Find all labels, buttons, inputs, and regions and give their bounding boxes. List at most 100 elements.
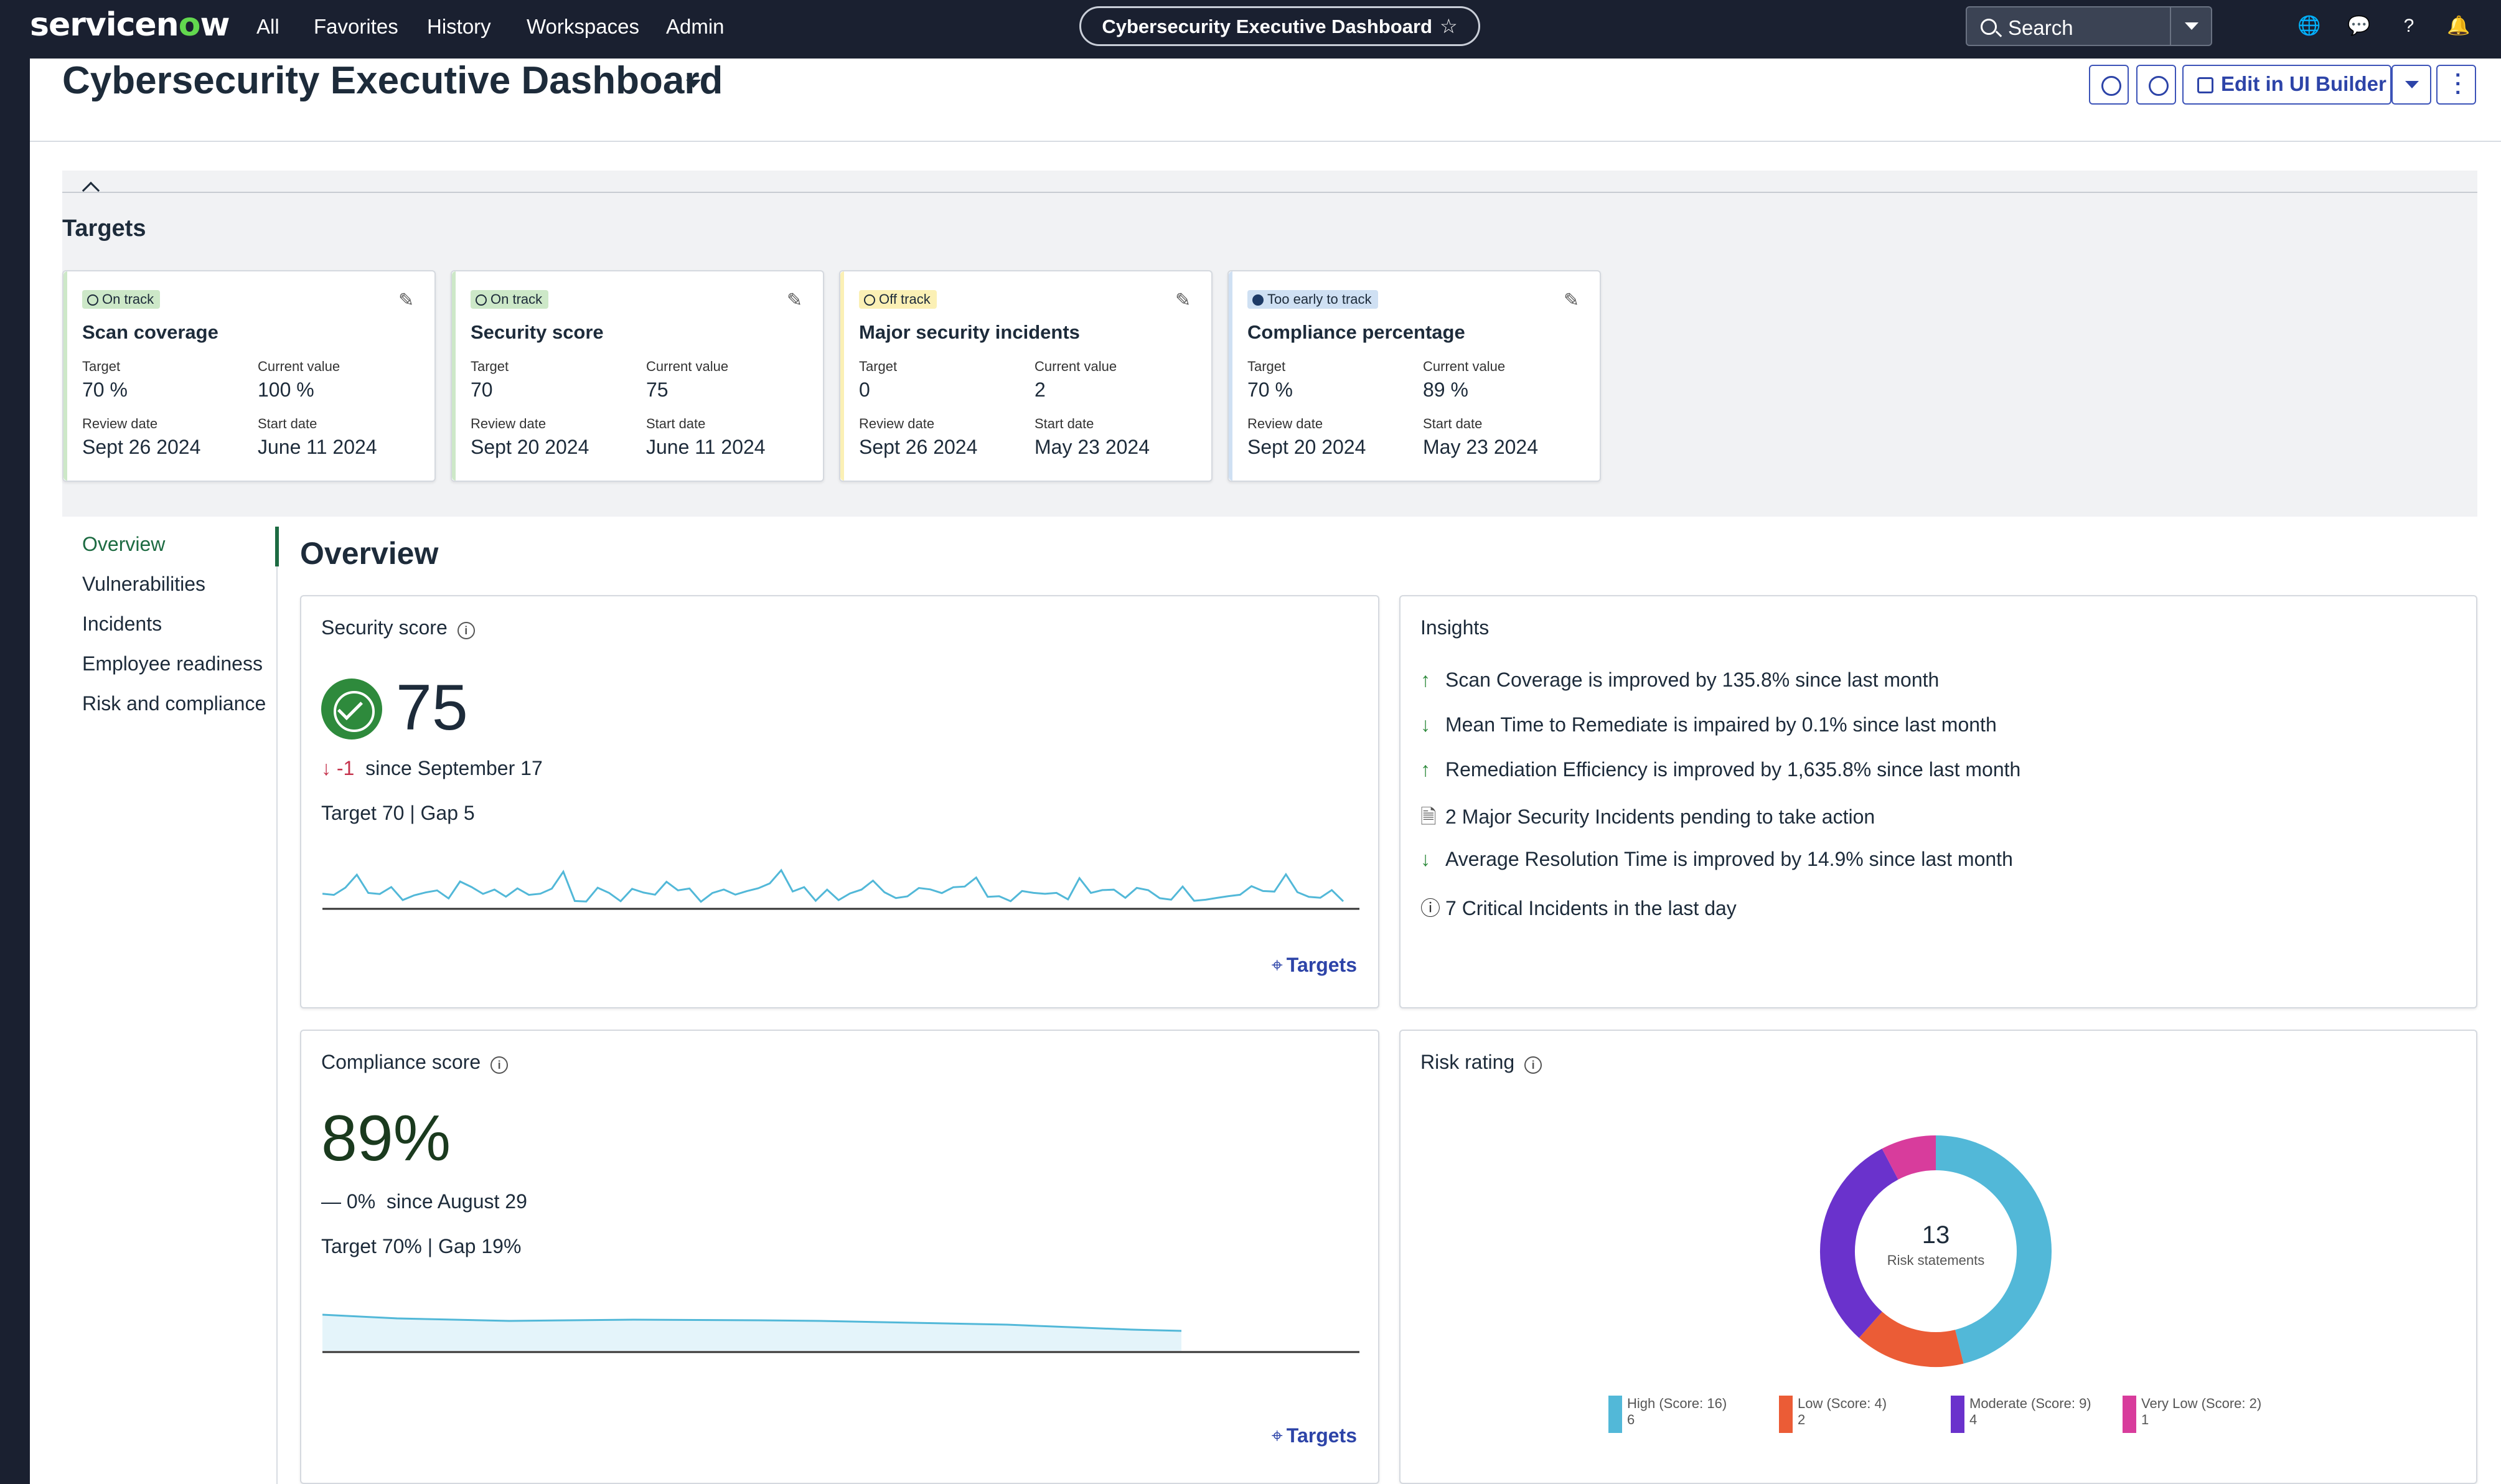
bell-icon[interactable]: 🔔: [2447, 16, 2470, 36]
donut-total: 13: [1922, 1221, 1950, 1249]
sidenav-item-vulnerabilities[interactable]: Vulnerabilities: [82, 573, 206, 595]
global-search[interactable]: Search: [1966, 6, 2212, 46]
target-label: Target: [859, 359, 898, 374]
review-label: Review date: [82, 416, 158, 431]
review-label: Review date: [1247, 416, 1323, 431]
target-value: 70 %: [1247, 378, 1293, 401]
card-accent: [1229, 271, 1232, 481]
card-accent: [63, 271, 67, 481]
nav-admin[interactable]: Admin: [666, 15, 725, 38]
search-icon: [1981, 19, 1997, 35]
search-input[interactable]: Search: [2008, 16, 2073, 39]
edit-dropdown-button[interactable]: [2391, 65, 2431, 105]
refresh-button[interactable]: [2089, 65, 2129, 105]
pencil-icon[interactable]: ✎: [398, 290, 415, 311]
info-icon[interactable]: i: [457, 622, 475, 639]
chevron-down-icon: [2405, 81, 2419, 88]
card-accent: [840, 271, 844, 481]
legend-item-low[interactable]: Low (Score: 4) 2: [1798, 1396, 1887, 1427]
legend-swatch-moderate: [1951, 1396, 1964, 1433]
target-card-major-incidents[interactable]: Off track ✎ Major security incidents Tar…: [839, 270, 1213, 482]
insight-item: ⓘ 7 Critical Incidents in the last day: [1420, 893, 1737, 921]
pencil-icon[interactable]: ✎: [1175, 290, 1191, 311]
start-date: May 23 2024: [1423, 436, 1539, 458]
compliance-sparkline: [322, 1313, 1359, 1353]
info-icon[interactable]: i: [490, 1056, 509, 1074]
security-score-value: 75: [396, 672, 468, 744]
dashboard-context-pill[interactable]: Cybersecurity Executive Dashboard ☆: [1079, 6, 1480, 46]
target-card-scan-coverage[interactable]: On track ✎ Scan coverage Target Current …: [62, 270, 436, 482]
sidenav-item-employee-readiness[interactable]: Employee readiness: [82, 652, 263, 675]
donut-slice-2: [1820, 1148, 1899, 1338]
legend-swatch-very-low: [2123, 1396, 2136, 1433]
start-date: May 23 2024: [1035, 436, 1150, 458]
pencil-icon[interactable]: ✎: [787, 290, 803, 311]
security-score-card: Security score i 75 ↓ -1 since September …: [300, 595, 1379, 1008]
status-badge: Too early to track: [1247, 290, 1378, 309]
insights-card: Insights ↑ Scan Coverage is improved by 1…: [1399, 595, 2477, 1008]
clock-icon: [87, 294, 98, 306]
sidenav-item-incidents[interactable]: Incidents: [82, 613, 162, 635]
target-name: Compliance percentage: [1247, 321, 1465, 343]
current-label: Current value: [1423, 359, 1506, 374]
target-icon: ⌖: [1271, 954, 1283, 976]
kebab-icon: · · ·: [2455, 63, 2462, 105]
nav-all[interactable]: All: [256, 15, 279, 38]
arrow-down-icon: ↓: [1420, 713, 1430, 736]
edit-in-ui-builder-button[interactable]: Edit in UI Builder: [2182, 65, 2391, 105]
target-value: 70: [471, 378, 493, 401]
search-scope-dropdown[interactable]: [2170, 7, 2211, 45]
security-targets-link[interactable]: ⌖ Targets: [1271, 954, 1357, 976]
servicenow-logo[interactable]: servicenow: [30, 6, 230, 44]
legend-item-very-low[interactable]: Very Low (Score: 2) 1: [2141, 1396, 2262, 1427]
clock-icon: [864, 294, 875, 306]
target-card-compliance[interactable]: Too early to track ✎ Compliance percenta…: [1227, 270, 1601, 482]
card-accent: [452, 271, 456, 481]
legend-item-moderate[interactable]: Moderate (Score: 9) 4: [1969, 1396, 2091, 1427]
top-nav-bar: servicenow All Favorites History Workspa…: [0, 0, 2501, 59]
nav-workspaces[interactable]: Workspaces: [527, 15, 639, 38]
pill-title: Cybersecurity Executive Dashboard: [1102, 16, 1432, 37]
pencil-icon[interactable]: ✎: [1564, 290, 1580, 311]
legend-item-high[interactable]: High (Score: 16) 6: [1627, 1396, 1727, 1427]
compliance-score-card: Compliance score i 89% — 0% since August …: [300, 1030, 1379, 1484]
current-value: 100 %: [258, 378, 314, 401]
sidenav-active-indicator: [275, 527, 279, 566]
document-icon: 🗎: [1420, 805, 1437, 828]
card-title: Security score i: [321, 616, 475, 639]
target-label: Target: [1247, 359, 1286, 374]
target-name: Major security incidents: [859, 321, 1080, 343]
insight-item: ↑ Scan Coverage is improved by 135.8% sin…: [1420, 669, 1940, 691]
sidenav-item-overview[interactable]: Overview: [82, 533, 166, 555]
sparkline-series: [322, 868, 1344, 903]
nav-favorites[interactable]: Favorites: [314, 15, 398, 38]
donut-slice-3: [1882, 1135, 1936, 1180]
target-name: Scan coverage: [82, 321, 218, 343]
info-button[interactable]: [2136, 65, 2176, 105]
insight-item: ↓ Average Resolution Time is improved by …: [1420, 848, 2013, 870]
review-date: Sept 26 2024: [859, 436, 978, 458]
review-date: Sept 20 2024: [1247, 436, 1366, 458]
compliance-targets-link[interactable]: ⌖ Targets: [1271, 1424, 1357, 1447]
star-icon[interactable]: ☆: [1439, 15, 1458, 37]
target-card-security-score[interactable]: On track ✎ Security score Target Current…: [451, 270, 824, 482]
target-label: Target: [82, 359, 121, 374]
globe-icon[interactable]: 🌐: [2297, 16, 2321, 36]
title-dropdown-icon[interactable]: [686, 80, 701, 88]
review-label: Review date: [471, 416, 547, 431]
status-badge: On track: [471, 290, 549, 309]
donut-total-label: Risk statements: [1887, 1252, 1985, 1268]
more-options-button[interactable]: · · ·: [2436, 65, 2476, 105]
sidenav-item-risk-compliance[interactable]: Risk and compliance: [82, 692, 266, 715]
chat-icon[interactable]: 💬: [2347, 16, 2371, 36]
start-label: Start date: [1423, 416, 1483, 431]
risk-donut-chart: [1820, 1135, 2052, 1367]
sidenav-divider: [276, 527, 278, 1484]
check-circle-icon: [321, 679, 382, 740]
target-gap: Target 70 | Gap 5: [321, 802, 475, 824]
nav-history[interactable]: History: [427, 15, 491, 38]
info-icon[interactable]: i: [1524, 1056, 1542, 1074]
help-icon[interactable]: ?: [2403, 16, 2414, 36]
compliance-score-value: 89%: [321, 1102, 451, 1175]
target-value: 70 %: [82, 378, 128, 401]
